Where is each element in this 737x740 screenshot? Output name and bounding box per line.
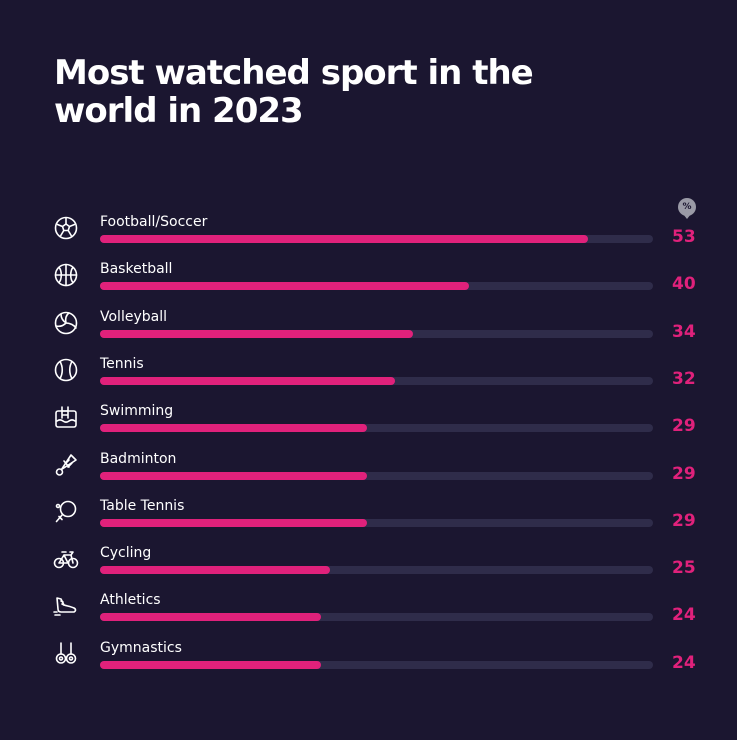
bar-track	[100, 471, 653, 480]
bicycle-icon	[53, 546, 79, 572]
bar-track	[100, 518, 653, 527]
value-label: 24	[672, 605, 696, 626]
gymnastic-rings-icon	[53, 641, 79, 667]
bar	[100, 424, 368, 433]
bar-track	[100, 566, 653, 575]
basketball-icon	[53, 262, 79, 288]
category-label: Basketball	[100, 261, 173, 278]
bar-track	[100, 376, 653, 385]
category-label: Cycling	[100, 545, 152, 562]
bar-row: Gymnastics 24	[0, 640, 737, 687]
value-label: 29	[672, 416, 696, 437]
bar-track	[100, 235, 653, 243]
value-label: 25	[672, 558, 696, 579]
bar	[100, 376, 395, 385]
bar	[100, 329, 414, 338]
bar-track	[100, 613, 653, 622]
bar	[100, 660, 322, 669]
value-label: 40	[672, 274, 696, 295]
category-label: Swimming	[100, 403, 174, 420]
value-label: 32	[672, 368, 696, 389]
bar-row: Table Tennis 29	[0, 498, 737, 545]
category-label: Gymnastics	[100, 639, 182, 656]
category-label: Athletics	[100, 592, 161, 609]
bar-row: Cycling 25	[0, 545, 737, 592]
category-label: Volleyball	[100, 308, 167, 325]
bar	[100, 613, 322, 622]
category-label: Table Tennis	[100, 497, 185, 514]
bar	[100, 566, 331, 575]
value-label: 34	[672, 321, 696, 342]
bar	[100, 518, 368, 527]
bar-row: Volleyball 34	[0, 309, 737, 356]
bar	[100, 235, 589, 243]
bar-track	[100, 329, 653, 338]
bar-track	[100, 660, 653, 669]
shuttlecock-icon	[53, 452, 79, 478]
table-tennis-paddle-icon	[53, 499, 79, 525]
value-label: 29	[672, 510, 696, 531]
swimming-pool-icon	[53, 404, 79, 430]
unit-badge: %	[678, 198, 696, 219]
bar-track	[100, 282, 653, 291]
bar-row: Football/Soccer 53	[0, 214, 737, 261]
running-shoe-icon	[53, 593, 79, 619]
value-label: 29	[672, 463, 696, 484]
bar-row: Basketball 40	[0, 261, 737, 308]
bar-row: Athletics 24	[0, 592, 737, 639]
chart-title: Most watched sport in the world in 2023	[54, 53, 534, 131]
soccer-ball-icon	[53, 215, 79, 241]
bar-row: Badminton 29	[0, 451, 737, 498]
bar	[100, 471, 368, 480]
category-label: Football/Soccer	[100, 214, 208, 230]
category-label: Tennis	[100, 355, 144, 372]
bar-row: Tennis 32	[0, 356, 737, 403]
category-label: Badminton	[100, 450, 177, 467]
bar	[100, 282, 469, 291]
value-label: 24	[672, 652, 696, 673]
bar-track	[100, 424, 653, 433]
bar-row: Swimming 29	[0, 403, 737, 450]
tennis-ball-icon	[53, 357, 79, 383]
volleyball-icon	[53, 310, 79, 336]
value-label: 53	[672, 227, 696, 247]
